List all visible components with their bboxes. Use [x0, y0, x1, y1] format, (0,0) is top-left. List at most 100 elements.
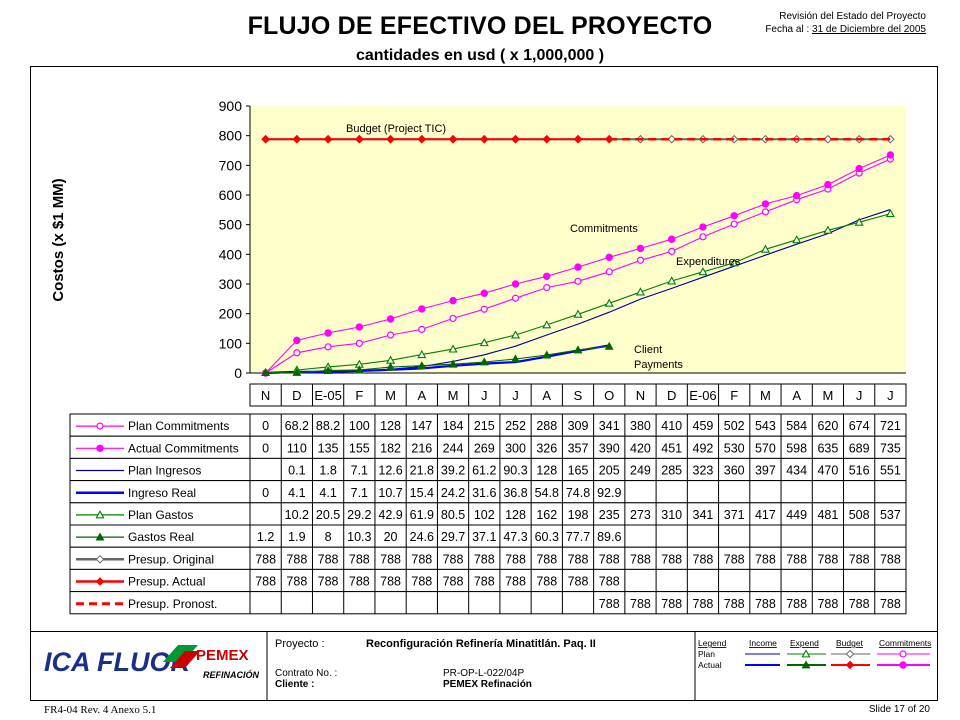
- data-point: [95, 554, 105, 564]
- series-ingreso-real: [265, 344, 610, 375]
- footer-legend: Legend Income Expend Budget Commitments PlanA…: [698, 638, 931, 670]
- data-point: [480, 289, 488, 297]
- data-point: [95, 532, 105, 541]
- table-cell: 434: [786, 464, 807, 478]
- table-cell: 4.1: [288, 486, 305, 500]
- y-axis-label: Costos (x $1 MM): [50, 178, 67, 301]
- data-point: [542, 134, 552, 144]
- table-row: Plan Commitments 0 68.2 88.2 100 128 147 184 215…: [69, 413, 907, 437]
- table-cell: 1.8: [319, 464, 336, 478]
- table-cell: 357: [568, 441, 589, 455]
- table-cell: 420: [630, 441, 651, 455]
- table-cell: 36.8: [503, 486, 527, 500]
- table-cell: 397: [755, 464, 776, 478]
- table-cell: 788: [724, 552, 745, 566]
- table-cell: 102: [474, 508, 495, 522]
- table-row: Ingreso Real 0 4.1 4.1 7.1 10.7 15.4 24.2 31.6 36…: [69, 480, 907, 504]
- row-label: Plan Ingresos: [128, 464, 201, 478]
- table-cell: 410: [661, 419, 682, 433]
- table-row: Plan Gastos 10.2 20.5 29.2 42.9 61.9 80.5 102 12…: [69, 502, 907, 526]
- table-cell: 788: [661, 597, 682, 611]
- table-cell: 341: [599, 419, 620, 433]
- table-cell: 252: [505, 419, 526, 433]
- table-cell: 788: [849, 597, 870, 611]
- form-id: FR4-04 Rev. 4 Anexo 5.1: [44, 704, 157, 716]
- data-point: [899, 661, 907, 669]
- data-point: [761, 200, 770, 208]
- category-label: M: [385, 388, 396, 403]
- table-cell: 788: [786, 597, 807, 611]
- table-cell: 788: [755, 552, 776, 566]
- table-cell: 390: [599, 441, 620, 455]
- data-point: [448, 344, 458, 353]
- table-cell: 788: [599, 575, 620, 589]
- y-tick-label: 200: [219, 306, 243, 322]
- table-cell: 288: [536, 419, 557, 433]
- table-cell: 162: [536, 508, 557, 522]
- table-cell: 598: [786, 441, 807, 455]
- revision-info: Revisión del Estado del Proyecto Fecha a…: [765, 10, 926, 36]
- legend-row-label: Actual: [698, 660, 722, 670]
- table-cell: 54.8: [535, 486, 559, 500]
- table-cell: 12.6: [378, 464, 402, 478]
- table-cell: 147: [411, 419, 432, 433]
- table-cell: 635: [817, 441, 838, 455]
- table-cell: 0: [262, 486, 269, 500]
- row-label: Plan Commitments: [128, 419, 229, 433]
- table-cell: 1.2: [257, 530, 274, 544]
- table-cell: 788: [380, 575, 401, 589]
- data-point: [355, 339, 363, 347]
- table-cell: 788: [661, 552, 682, 566]
- row-label: Presup. Actual: [128, 575, 205, 589]
- table-cell: 584: [786, 419, 807, 433]
- page-subtitle: cantidades en usd ( x 1,000,000 ): [355, 47, 605, 64]
- category-label: D: [667, 388, 676, 403]
- data-point: [573, 134, 583, 144]
- table-cell: 689: [849, 441, 870, 455]
- data-point: [96, 444, 104, 452]
- table-cell: 155: [349, 441, 370, 455]
- table-cell: 788: [286, 552, 307, 566]
- data-point: [261, 134, 270, 144]
- chart-annotation: Expenditures: [676, 256, 741, 268]
- table-cell: 61.9: [410, 508, 434, 522]
- table-cell: 788: [349, 575, 370, 589]
- table-cell: 788: [380, 552, 401, 566]
- data-point: [417, 134, 427, 144]
- table-cell: 788: [755, 597, 776, 611]
- table-cell: 7.1: [351, 464, 368, 478]
- category-label: M: [760, 388, 771, 403]
- table-cell: 735: [880, 441, 901, 455]
- data-point: [605, 253, 613, 261]
- table-cell: 449: [786, 508, 807, 522]
- data-point: [386, 331, 395, 339]
- chart-annotation: Client: [634, 344, 662, 356]
- table-cell: 788: [630, 552, 651, 566]
- data-point: [324, 343, 332, 351]
- table-cell: 184: [443, 419, 464, 433]
- table-cell: 10.7: [378, 486, 402, 500]
- table-cell: 90.3: [503, 464, 527, 478]
- row-label: Actual Commitments: [128, 441, 239, 455]
- data-point: [292, 367, 302, 376]
- data-point: [292, 134, 302, 144]
- data-point: [386, 315, 395, 323]
- data-point: [324, 329, 332, 337]
- table-cell: 326: [536, 441, 557, 455]
- pemex-text: PEMEX: [196, 647, 249, 664]
- y-tick-label: 300: [219, 276, 243, 292]
- category-label: J: [856, 388, 863, 403]
- category-label: F: [355, 388, 363, 403]
- data-point: [261, 368, 271, 377]
- table-cell: 788: [318, 552, 339, 566]
- data-point: [729, 258, 739, 267]
- table-cell: 341: [693, 508, 714, 522]
- table-row: Presup. Actual 788 788 788 788 788 788 788 788 78…: [69, 568, 907, 593]
- chart-annotation: Commitments: [570, 223, 638, 235]
- table-cell: 788: [349, 552, 370, 566]
- series-line: [265, 344, 610, 375]
- data-point: [792, 235, 802, 244]
- table-cell: 788: [599, 552, 620, 566]
- table-cell: 20: [384, 530, 398, 544]
- data-point: [418, 325, 426, 333]
